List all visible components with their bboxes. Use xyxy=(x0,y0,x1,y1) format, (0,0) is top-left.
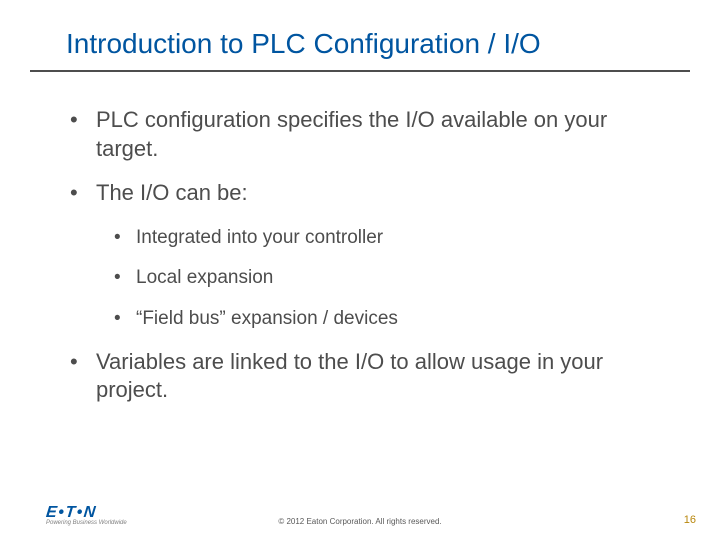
sub-bullet-item: Local expansion xyxy=(112,266,660,291)
bullet-item: The I/O can be: Integrated into your con… xyxy=(68,179,660,332)
sub-bullet-item: Integrated into your controller xyxy=(112,226,660,251)
bullet-text: The I/O can be: xyxy=(96,180,248,205)
page-number: 16 xyxy=(684,514,696,526)
bullet-text: Local expansion xyxy=(136,267,273,288)
bullet-text: “Field bus” expansion / devices xyxy=(136,308,398,329)
bullet-text: Variables are linked to the I/O to allow… xyxy=(96,349,603,403)
bullet-text: Integrated into your controller xyxy=(136,227,383,248)
bullet-item: PLC configuration specifies the I/O avai… xyxy=(68,106,660,163)
slide-title: Introduction to PLC Configuration / I/O xyxy=(0,28,720,70)
bullet-item: Variables are linked to the I/O to allow… xyxy=(68,348,660,405)
bullet-list: PLC configuration specifies the I/O avai… xyxy=(68,106,660,405)
slide-footer: E•T•N Powering Business Worldwide © 2012… xyxy=(0,490,720,530)
sub-bullet-list: Integrated into your controller Local ex… xyxy=(112,226,660,332)
copyright-text: © 2012 Eaton Corporation. All rights res… xyxy=(0,517,720,526)
slide-content: PLC configuration specifies the I/O avai… xyxy=(0,72,720,405)
bullet-text: PLC configuration specifies the I/O avai… xyxy=(96,107,607,161)
slide: Introduction to PLC Configuration / I/O … xyxy=(0,0,720,540)
sub-bullet-item: “Field bus” expansion / devices xyxy=(112,307,660,332)
